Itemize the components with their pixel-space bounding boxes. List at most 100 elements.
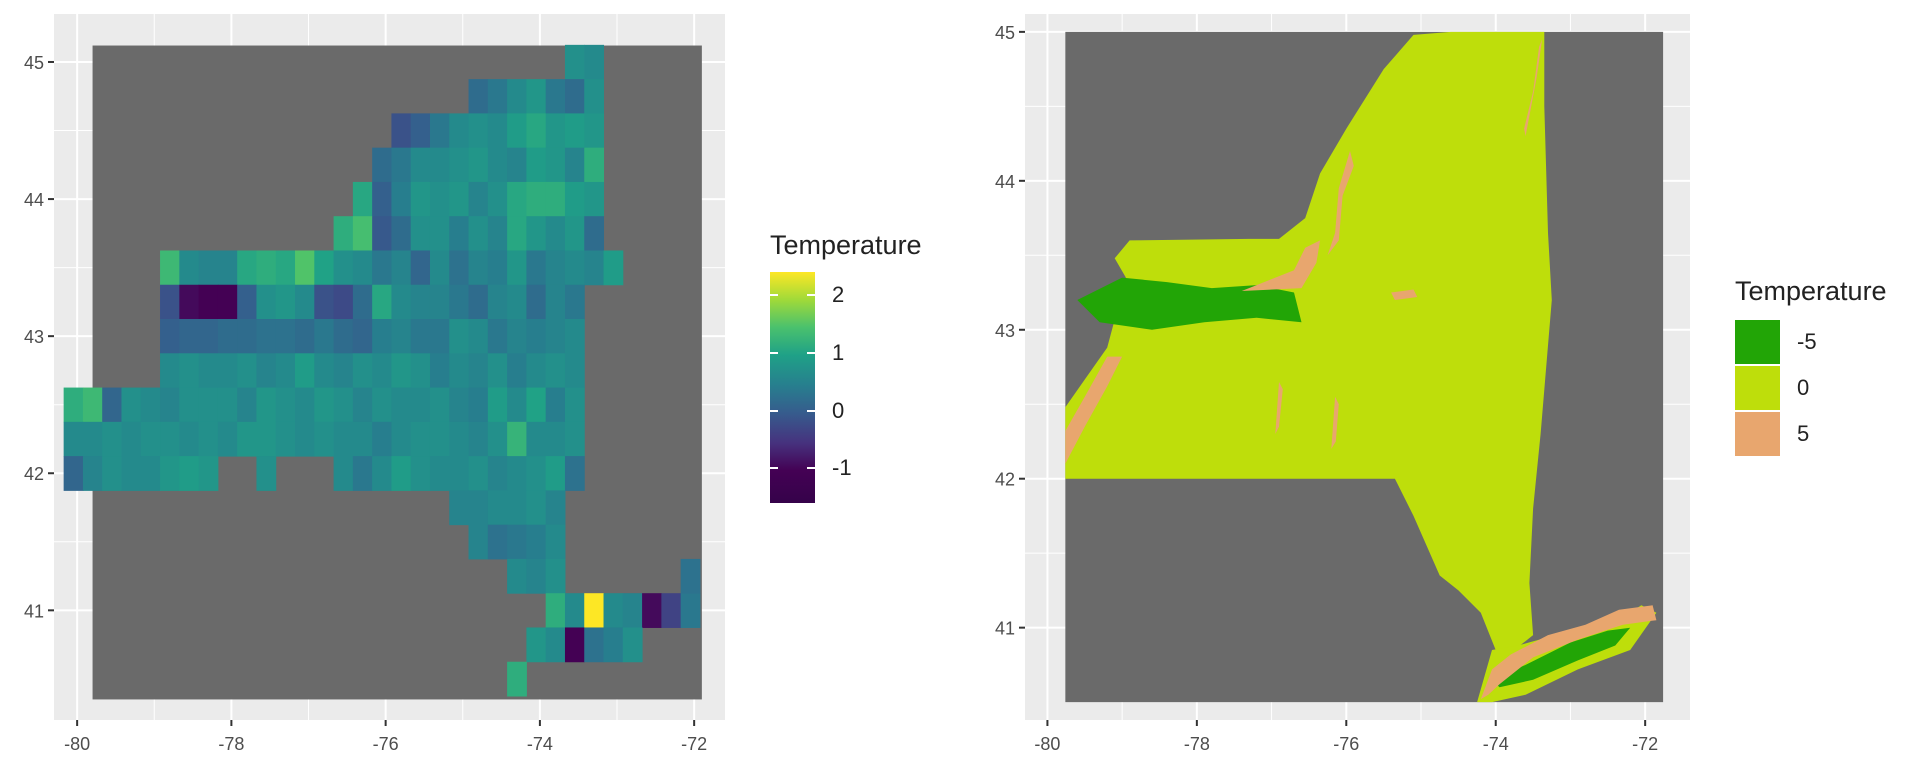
legend-key-swatch [1735,366,1780,410]
heatmap-cell [622,593,643,628]
y-tick-label: 45 [995,23,1015,43]
heatmap-cell [256,284,277,320]
heatmap-cell [526,627,547,663]
class-region [1065,31,1552,650]
heatmap-cell [545,490,566,526]
heatmap-cell [545,456,566,491]
heatmap-cell [295,387,315,423]
heatmap-cell [256,387,277,423]
heatmap-cell [507,490,527,526]
y-tick-label: 41 [24,601,44,621]
heatmap-cell [429,250,450,286]
heatmap-cell [603,627,624,663]
heatmap-cell [449,456,470,491]
heatmap-cell [507,79,527,114]
heatmap-cell [507,661,527,697]
heatmap-cell [468,490,489,526]
heatmap-cell [140,456,161,491]
heatmap-cell [468,147,489,183]
colorbar-tick [770,409,778,412]
heatmap-cell [217,319,238,354]
heatmap-cell [237,319,257,354]
y-tick-label: 45 [24,53,44,73]
heatmap-cell [198,353,219,389]
heatmap-cell [545,319,566,354]
heatmap-cell [372,147,392,183]
heatmap-cell [391,147,412,183]
heatmap-cell [140,421,161,457]
heatmap-cell [333,319,354,354]
heatmap-cell [526,353,547,389]
heatmap-cell [468,421,489,457]
heatmap-cell [410,147,431,183]
heatmap-cell [372,387,392,423]
heatmap-cell [449,490,470,526]
legend-continuous: Temperature 2 1 0 -1 [770,230,922,503]
heatmap-cell [275,387,296,423]
heatmap-cell [121,421,142,457]
heatmap-cell [487,319,508,354]
heatmap-cell [429,216,450,251]
colorbar-tick [770,467,778,470]
heatmap-cell [468,387,489,423]
class-region [1331,396,1339,449]
heatmap-cell [507,353,527,389]
heatmap-cell [352,216,373,251]
heatmap-cell [237,387,257,423]
heatmap-cell [198,319,219,354]
heatmap-cell [564,79,585,114]
heatmap-cell [256,319,277,354]
heatmap-cell [160,421,180,457]
heatmap-cell [584,44,605,80]
heatmap-cell [217,387,238,423]
heatmap-cell [468,79,489,114]
heatmap-cell [372,353,392,389]
heatmap-cell [429,421,450,457]
heatmap-cell [295,421,315,457]
y-tick-label: 44 [24,190,44,210]
y-tick-label: 44 [995,172,1015,192]
heatmap-cell [372,456,392,491]
heatmap-cell [256,250,277,286]
heatmap-cell [410,353,431,389]
heatmap-cell [584,250,605,286]
class-region [1492,627,1631,688]
heatmap-cell [468,113,489,149]
heatmap-cell [352,456,373,491]
heatmap-cell [372,319,392,354]
class-region [1524,39,1543,137]
heatmap-cell [372,421,392,457]
heatmap-cell [526,319,547,354]
heatmap-cell [391,456,412,491]
heatmap-cell [487,524,508,560]
heatmap-cell [179,456,200,491]
heatmap-cell [564,113,585,149]
heatmap-cell [526,147,547,183]
heatmap-cell [198,284,219,320]
heatmap-cell [217,250,238,286]
heatmap-cell [507,147,527,183]
heatmap-cell [526,387,547,423]
heatmap-cell [256,353,277,389]
heatmap-cell [449,319,470,354]
heatmap-cell [564,147,585,183]
heatmap-cell [661,593,682,628]
heatmap-cell [429,319,450,354]
heatmap-cell [487,79,508,114]
heatmap-cell [429,387,450,423]
heatmap-cell [410,113,431,149]
heatmap-cell [352,250,373,286]
heatmap-cell [564,319,585,354]
x-tick-label: -80 [64,734,90,754]
heatmap-cell [372,181,392,217]
heatmap-cell [545,216,566,251]
heatmap-cell [487,456,508,491]
heatmap-cell [449,421,470,457]
heatmap-cell [295,284,315,320]
heatmap-cell [642,593,662,628]
heatmap-cell [564,181,585,217]
heatmap-cell [487,113,508,149]
heatmap-cell [275,421,296,457]
heatmap-cell [275,250,296,286]
heatmap-cell [410,284,431,320]
